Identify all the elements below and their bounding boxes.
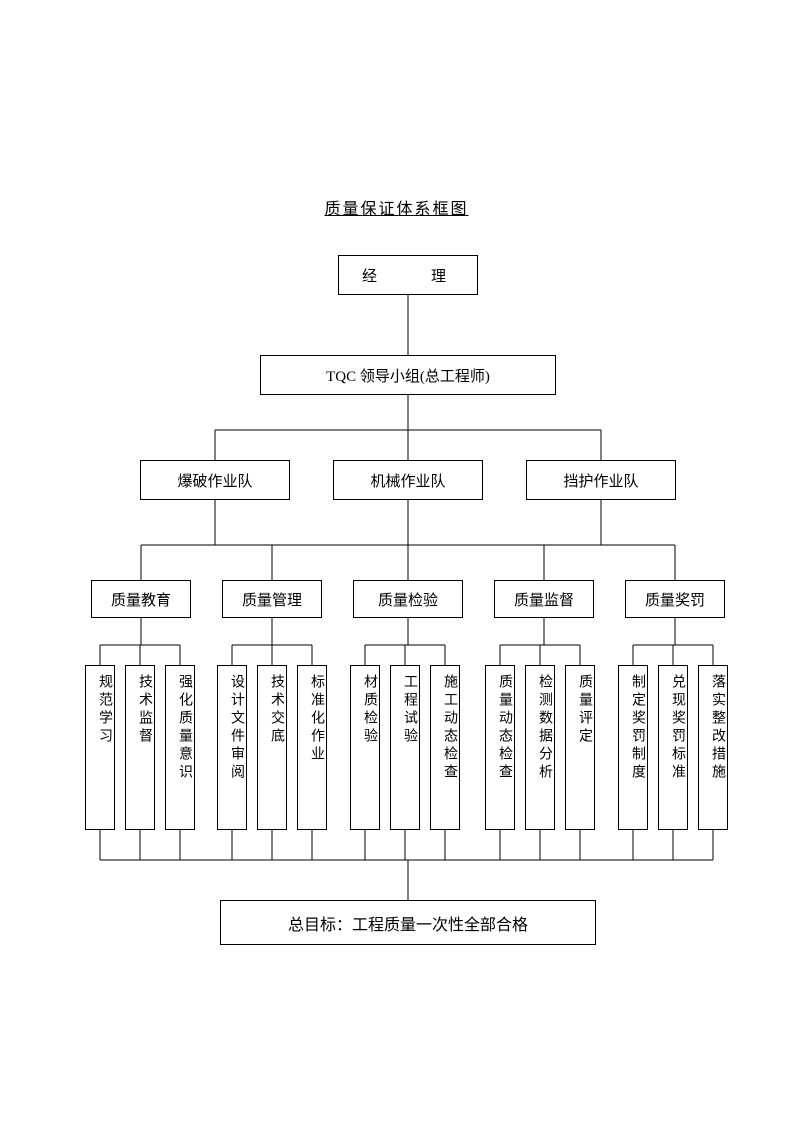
label: 检测数据分析 xyxy=(526,674,554,782)
box-q-insp: 质量检验 xyxy=(353,580,463,618)
label: 质量奖罚 xyxy=(645,589,705,610)
box-team-b: 机械作业队 xyxy=(333,460,483,500)
label: 技术交底 xyxy=(258,674,286,746)
box-team-c: 挡护作业队 xyxy=(526,460,676,500)
label: 总目标：工程质量一次性全部合格 xyxy=(288,911,528,935)
leaf-3: 强化质量意识 xyxy=(165,665,195,830)
label: 机械作业队 xyxy=(370,470,445,491)
box-team-a: 爆破作业队 xyxy=(140,460,290,500)
leaf-4: 设计文件审阅 xyxy=(217,665,247,830)
leaf-15: 落实整改措施 xyxy=(698,665,728,830)
leaf-9: 施工动态检查 xyxy=(430,665,460,830)
leaf-7: 材质检验 xyxy=(350,665,380,830)
label: 质量管理 xyxy=(242,589,302,610)
label: 施工动态检查 xyxy=(431,674,459,782)
leaf-10: 质量动态检查 xyxy=(485,665,515,830)
label: 落实整改措施 xyxy=(699,674,727,782)
box-tqc: TQC 领导小组(总工程师) xyxy=(260,355,556,395)
label: 质量监督 xyxy=(514,589,574,610)
label: 材质检验 xyxy=(351,674,379,746)
leaf-11: 检测数据分析 xyxy=(525,665,555,830)
box-q-rew: 质量奖罚 xyxy=(625,580,725,618)
label: 质量教育 xyxy=(111,589,171,610)
label: 技术监督 xyxy=(126,674,154,746)
leaf-13: 制定奖罚制度 xyxy=(618,665,648,830)
page: 质量保证体系框图 经 理 TQC 领导小组(总工程师) 爆破作业队 机械作业队 … xyxy=(0,0,793,1122)
label: TQC 领导小组(总工程师) xyxy=(326,365,490,386)
leaf-6: 标准化作业 xyxy=(297,665,327,830)
label: 标准化作业 xyxy=(298,674,326,764)
leaf-8: 工程试验 xyxy=(390,665,420,830)
leaf-2: 技术监督 xyxy=(125,665,155,830)
label: 经 理 xyxy=(362,265,454,286)
leaf-14: 兑现奖罚标准 xyxy=(658,665,688,830)
box-goal: 总目标：工程质量一次性全部合格 xyxy=(220,900,596,945)
label: 强化质量意识 xyxy=(166,674,194,782)
box-manager: 经 理 xyxy=(338,255,478,295)
box-q-sup: 质量监督 xyxy=(494,580,594,618)
diagram-title: 质量保证体系框图 xyxy=(0,195,793,219)
leaf-5: 技术交底 xyxy=(257,665,287,830)
label: 规范学习 xyxy=(86,674,114,746)
label: 工程试验 xyxy=(391,674,419,746)
leaf-1: 规范学习 xyxy=(85,665,115,830)
label: 质量评定 xyxy=(566,674,594,746)
label: 挡护作业队 xyxy=(563,470,638,491)
label: 爆破作业队 xyxy=(177,470,252,491)
box-q-mgmt: 质量管理 xyxy=(222,580,322,618)
label: 制定奖罚制度 xyxy=(619,674,647,782)
leaf-12: 质量评定 xyxy=(565,665,595,830)
label: 兑现奖罚标准 xyxy=(659,674,687,782)
label: 质量检验 xyxy=(378,589,438,610)
label: 质量动态检查 xyxy=(486,674,514,782)
box-q-edu: 质量教育 xyxy=(91,580,191,618)
connectors xyxy=(0,0,793,1122)
label: 设计文件审阅 xyxy=(218,674,246,782)
